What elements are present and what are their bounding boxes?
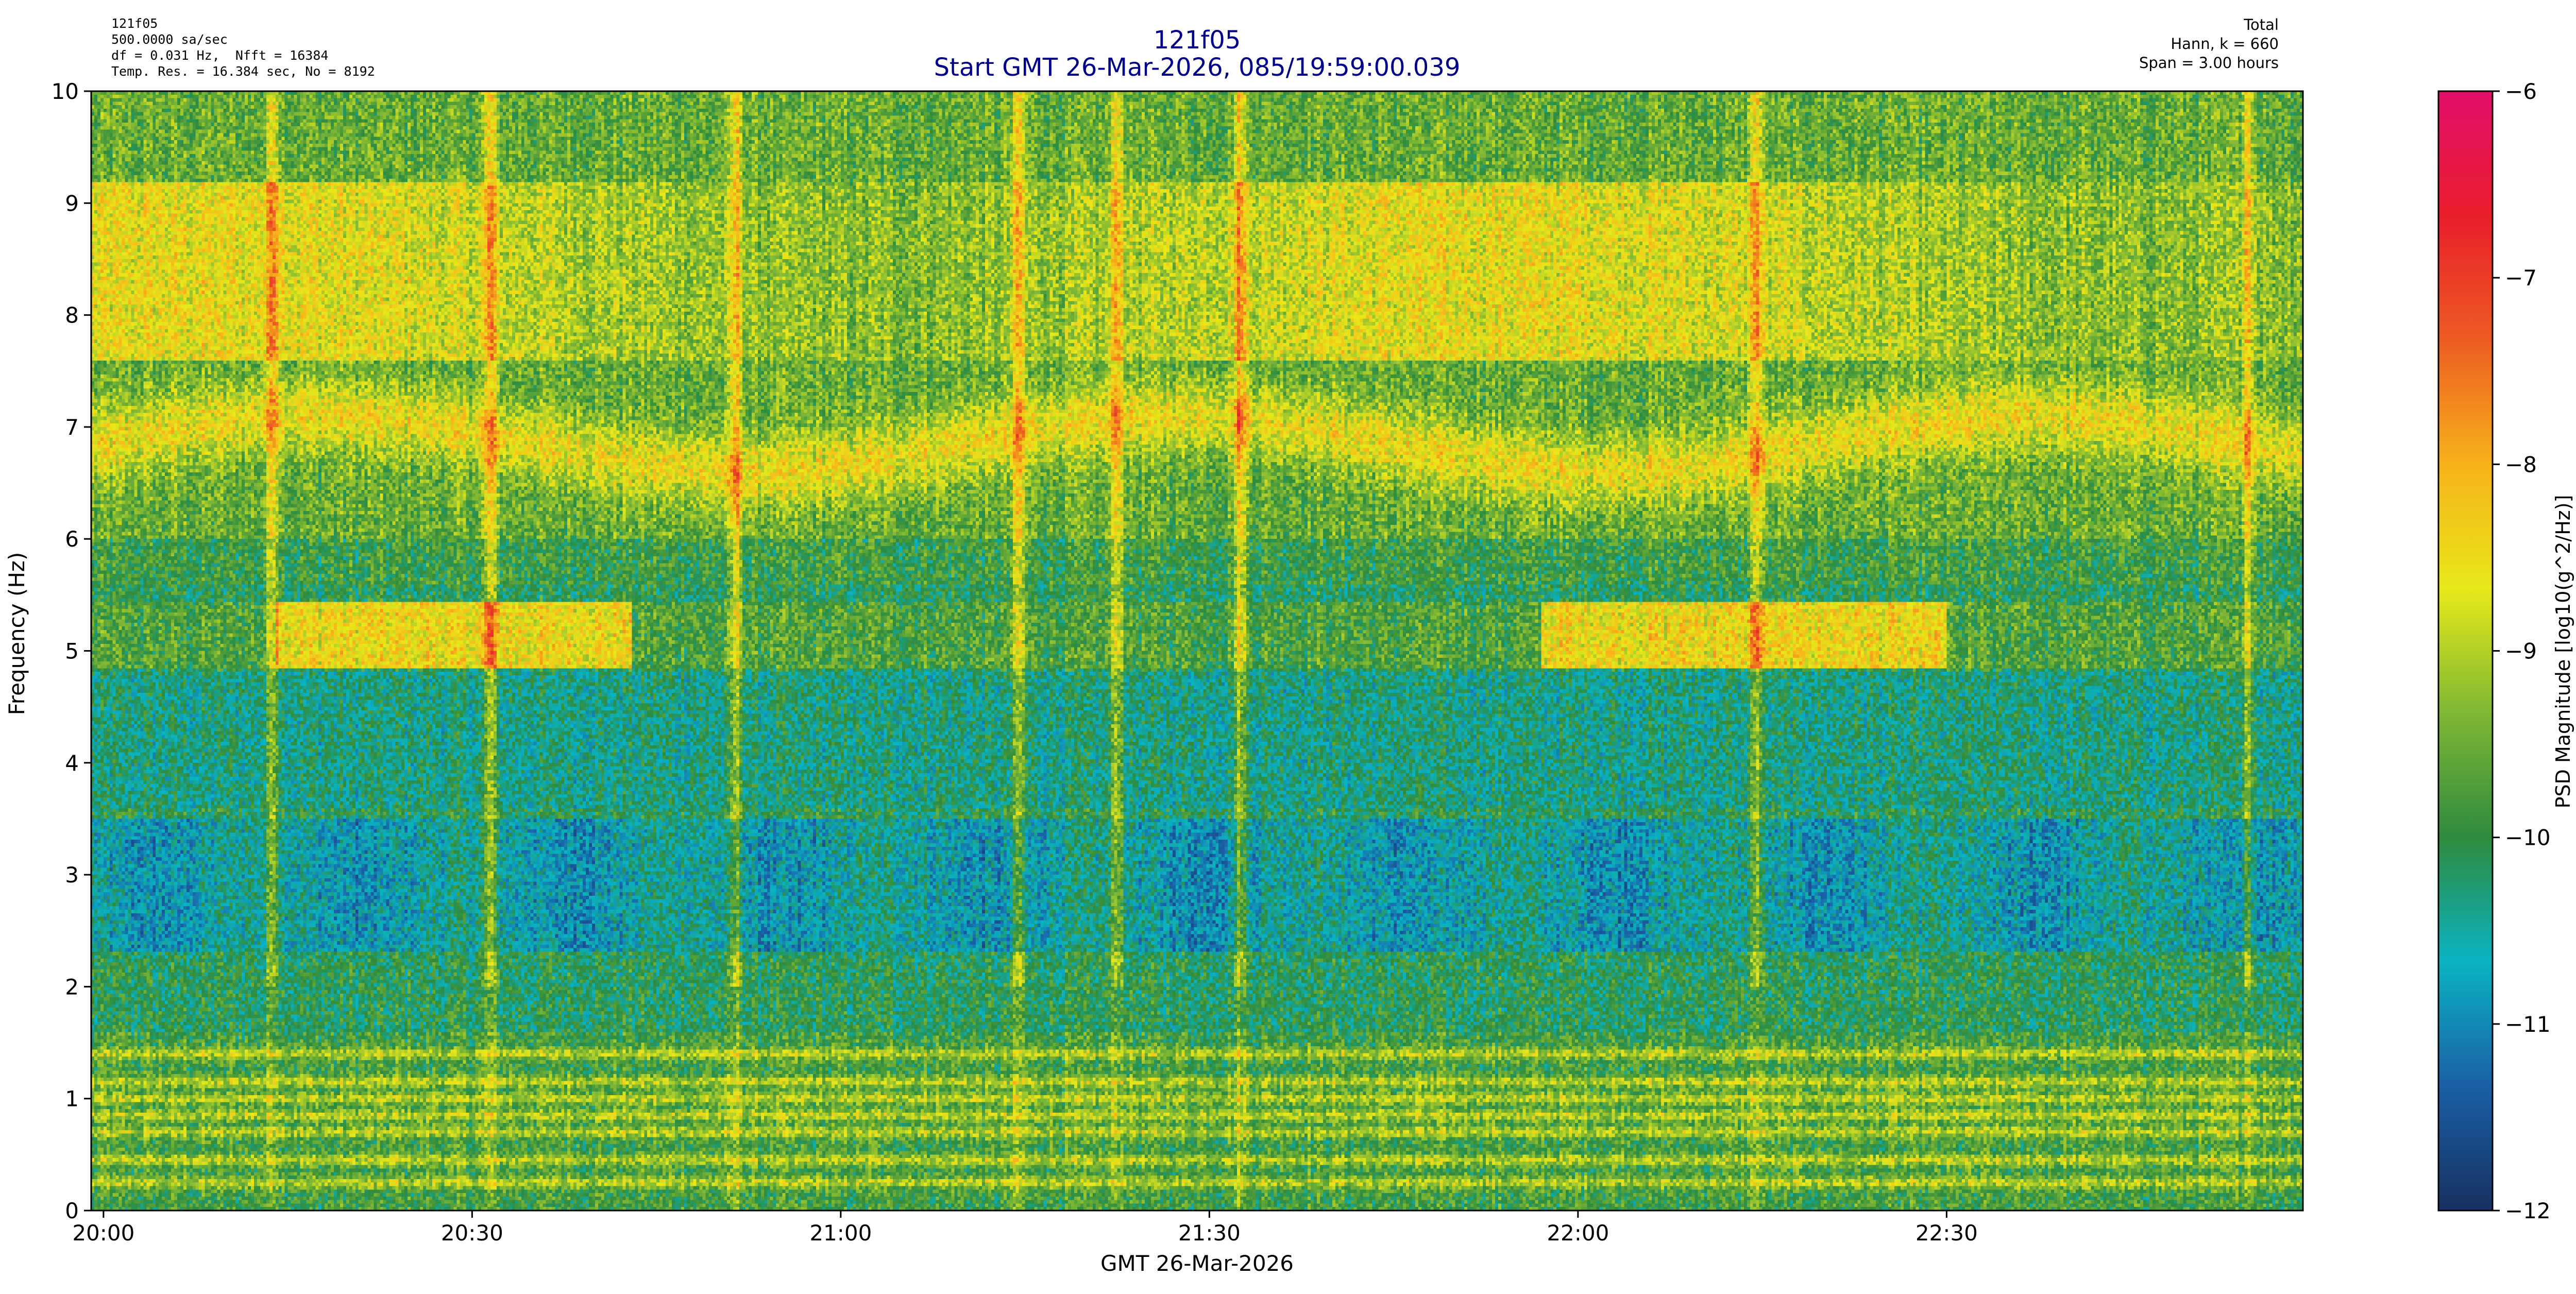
colorbar-tick-label: −8 bbox=[2505, 452, 2537, 477]
colorbar-label: PSD Magnitude [log10(g^2/Hz)] bbox=[2552, 495, 2574, 809]
y-axis: 0 1 2 3 4 5 6 7 8 9 10 bbox=[52, 79, 91, 1223]
header-left-line-2: 500.0000 sa/sec bbox=[111, 32, 228, 47]
header-right-line-3: Span = 3.00 hours bbox=[2139, 54, 2279, 72]
colorbar-tick-label: −12 bbox=[2505, 1198, 2551, 1223]
y-tick-label: 3 bbox=[65, 862, 79, 888]
header-left-line-3: df = 0.031 Hz, Nfft = 16384 bbox=[111, 48, 329, 63]
y-tick-label: 8 bbox=[65, 303, 79, 328]
colorbar-tick-label: −11 bbox=[2505, 1012, 2551, 1037]
chart-subtitle: Start GMT 26-Mar-2026, 085/19:59:00.039 bbox=[934, 53, 1461, 82]
y-tick-label: 5 bbox=[65, 639, 79, 664]
y-tick-label: 2 bbox=[65, 974, 79, 999]
y-tick-label: 4 bbox=[65, 751, 79, 776]
x-axis-label: GMT 26-Mar-2026 bbox=[1100, 1251, 1294, 1276]
chart-title: 121f05 bbox=[1153, 26, 1241, 55]
x-tick-label: 21:00 bbox=[809, 1220, 872, 1246]
spectrogram-heatmap bbox=[91, 91, 2303, 1211]
header-left-info: 121f05 500.0000 sa/sec df = 0.031 Hz, Nfft… bbox=[111, 15, 375, 79]
x-tick-label: 20:30 bbox=[441, 1220, 503, 1246]
header-left-line-1: 121f05 bbox=[111, 16, 158, 31]
y-axis-label: Frequency (Hz) bbox=[4, 552, 29, 716]
y-tick-label: 6 bbox=[65, 526, 79, 552]
header-left-line-4: Temp. Res. = 16.384 sec, No = 8192 bbox=[111, 64, 375, 79]
colorbar-tick-label: −6 bbox=[2505, 79, 2537, 104]
colorbar-axis: −12 −11 −10 −9 −8 −7 −6 bbox=[2493, 79, 2551, 1223]
y-tick-label: 1 bbox=[65, 1086, 79, 1112]
y-tick-label: 9 bbox=[65, 191, 79, 216]
y-tick-label: 0 bbox=[65, 1198, 79, 1223]
x-tick-label: 22:30 bbox=[1916, 1220, 1978, 1246]
x-tick-label: 20:00 bbox=[72, 1220, 134, 1246]
x-tick-label: 22:00 bbox=[1547, 1220, 1609, 1246]
y-tick-label: 10 bbox=[52, 79, 79, 104]
colorbar-tick-label: −10 bbox=[2505, 825, 2551, 850]
header-right-line-1: Total bbox=[2244, 16, 2279, 33]
x-tick-label: 21:30 bbox=[1178, 1220, 1241, 1246]
header-right-info: Total Hann, k = 660 Span = 3.00 hours bbox=[2139, 15, 2279, 73]
header-right-line-2: Hann, k = 660 bbox=[2171, 35, 2279, 53]
x-axis: 20:00 20:30 21:00 21:30 22:00 22:30 bbox=[72, 1211, 1978, 1246]
colorbar bbox=[2437, 90, 2494, 1212]
y-tick-label: 7 bbox=[65, 415, 79, 440]
colorbar-tick-label: −7 bbox=[2505, 265, 2537, 291]
colorbar-tick-label: −9 bbox=[2505, 639, 2537, 664]
